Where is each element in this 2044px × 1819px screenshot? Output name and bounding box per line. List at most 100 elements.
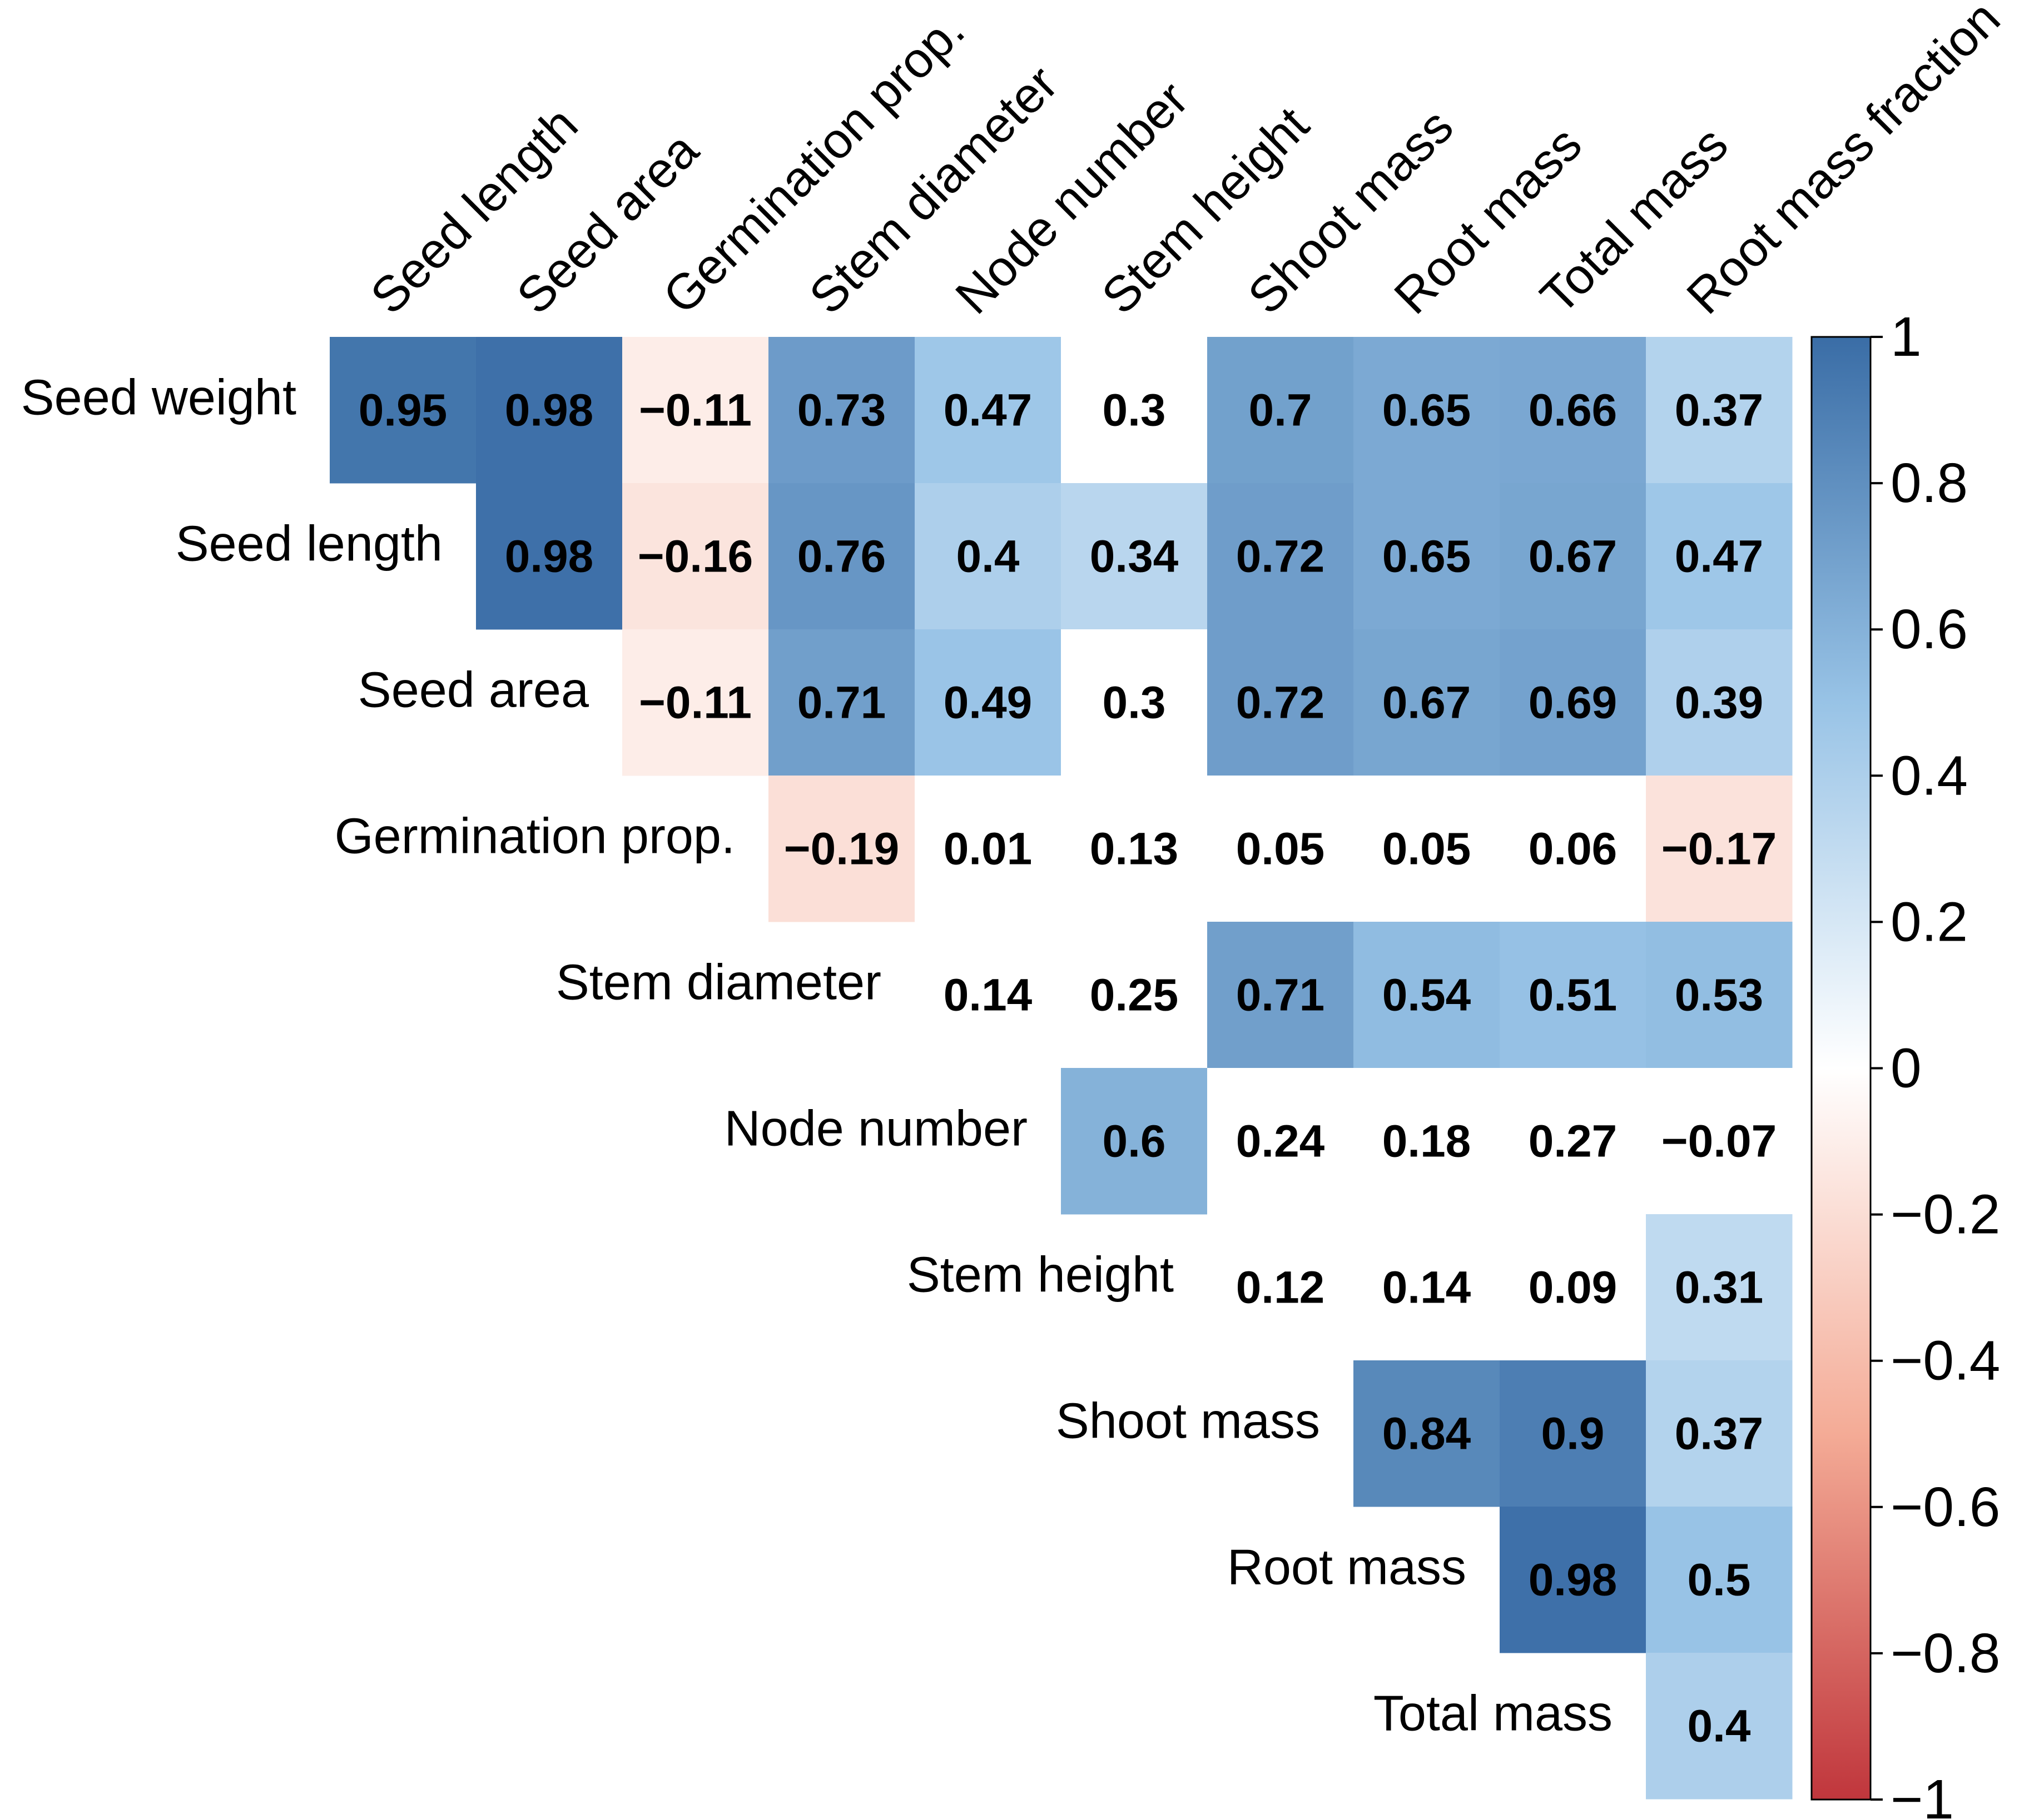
colorbar-tick-label: 0.8 bbox=[1891, 452, 1968, 514]
heatmap-cell: 0.14 bbox=[1353, 1214, 1500, 1361]
colorbar-tick-label: −1 bbox=[1891, 1768, 1954, 1819]
column-label: Stem diameter bbox=[799, 56, 1069, 325]
cell-value-label: 0.98 bbox=[505, 531, 594, 582]
cell-value-label: 0.69 bbox=[1529, 678, 1618, 728]
heatmap-cell-rect bbox=[768, 629, 915, 776]
heatmap-cell-rect bbox=[1353, 1214, 1500, 1361]
heatmap-cell-rect bbox=[768, 776, 915, 922]
colorbar-tick-label: 1 bbox=[1891, 306, 1922, 368]
heatmap-cell-rect bbox=[1646, 1653, 1793, 1800]
cell-value-label: 0.27 bbox=[1529, 1116, 1618, 1167]
heatmap-cell: 0.12 bbox=[1207, 1214, 1354, 1361]
cell-value-label: 0.54 bbox=[1382, 970, 1471, 1021]
heatmap-cell-rect bbox=[1207, 1214, 1354, 1361]
colorbar-tick-label: 0.2 bbox=[1891, 891, 1968, 953]
heatmap-cell: 0.73 bbox=[768, 337, 915, 484]
heatmap-cell: 0.25 bbox=[1061, 922, 1208, 1068]
heatmap-cell: 0.3 bbox=[1061, 337, 1208, 484]
cell-value-label: 0.37 bbox=[1675, 385, 1764, 436]
cell-value-label: 0.31 bbox=[1675, 1263, 1764, 1313]
heatmap-cell: 0.67 bbox=[1500, 483, 1646, 630]
heatmap-cell: 0.6 bbox=[1061, 1068, 1208, 1215]
heatmap-cell: 0.01 bbox=[915, 776, 1061, 922]
heatmap-cell-rect bbox=[768, 337, 915, 484]
heatmap-cell-rect bbox=[1646, 1068, 1793, 1215]
heatmap-cell-rect bbox=[1353, 1068, 1500, 1215]
heatmap-cell: 0.39 bbox=[1646, 629, 1793, 776]
heatmap-cell-rect bbox=[1500, 1068, 1646, 1215]
heatmap-cell-rect bbox=[1500, 337, 1646, 484]
colorbar-tick-label: 0 bbox=[1891, 1037, 1922, 1100]
cell-value-label: 0.67 bbox=[1529, 531, 1618, 582]
heatmap-cell: 0.05 bbox=[1353, 776, 1500, 922]
cell-value-label: 0.98 bbox=[1529, 1555, 1618, 1606]
heatmap-cell-rect bbox=[1207, 483, 1354, 630]
heatmap-cell: 0.31 bbox=[1646, 1214, 1793, 1361]
cell-value-label: 0.06 bbox=[1529, 824, 1618, 874]
heatmap-cell-rect bbox=[1207, 337, 1354, 484]
heatmap-cell: 0.09 bbox=[1500, 1214, 1646, 1361]
heatmap-cell: −0.07 bbox=[1646, 1068, 1793, 1215]
cell-value-label: 0.39 bbox=[1675, 678, 1764, 728]
cell-value-label: 0.72 bbox=[1236, 678, 1325, 728]
heatmap-cell: 0.4 bbox=[1646, 1653, 1793, 1800]
heatmap-cell-rect bbox=[1646, 1360, 1793, 1507]
cell-value-label: 0.72 bbox=[1236, 531, 1325, 582]
heatmap-cell: 0.98 bbox=[476, 337, 623, 484]
cell-value-label: −0.17 bbox=[1661, 824, 1777, 874]
cell-value-label: 0.53 bbox=[1675, 970, 1764, 1021]
heatmap-cell-rect bbox=[915, 922, 1061, 1068]
heatmap-cell-rect bbox=[1353, 337, 1500, 484]
cell-value-label: 0.05 bbox=[1382, 824, 1471, 874]
heatmap-cell: 0.47 bbox=[1646, 483, 1793, 630]
heatmap-cell: 0.13 bbox=[1061, 776, 1208, 922]
cell-value-label: 0.73 bbox=[797, 385, 886, 436]
heatmap-cell: −0.11 bbox=[622, 337, 769, 484]
heatmap-cell: 0.37 bbox=[1646, 1360, 1793, 1507]
heatmap-cell-rect bbox=[1500, 629, 1646, 776]
colorbar-tick-label: 0.6 bbox=[1891, 598, 1968, 660]
heatmap-cell-rect bbox=[622, 337, 769, 484]
row-label: Shoot mass bbox=[1056, 1394, 1320, 1449]
colorbar-tick-label: −0.8 bbox=[1891, 1622, 2000, 1684]
heatmap-cell-rect bbox=[1500, 1360, 1646, 1507]
heatmap-cell-rect bbox=[1061, 629, 1208, 776]
cell-value-label: 0.6 bbox=[1103, 1116, 1166, 1167]
heatmap-cell: 0.4 bbox=[915, 483, 1061, 630]
cell-value-label: 0.65 bbox=[1382, 531, 1471, 582]
heatmap-cell-rect bbox=[1353, 483, 1500, 630]
cell-value-label: 0.47 bbox=[944, 385, 1033, 436]
heatmap-cell: 0.05 bbox=[1207, 776, 1354, 922]
heatmap-cell-rect bbox=[476, 337, 623, 484]
heatmap-cell-rect bbox=[476, 483, 623, 630]
heatmap-cell: 0.66 bbox=[1500, 337, 1646, 484]
heatmap-cell-rect bbox=[1646, 337, 1793, 484]
heatmap-cell-rect bbox=[1353, 1360, 1500, 1507]
cell-value-label: −0.19 bbox=[784, 824, 899, 874]
heatmap-cell-rect bbox=[768, 483, 915, 630]
cell-value-label: 0.24 bbox=[1236, 1116, 1325, 1167]
cell-value-label: 0.65 bbox=[1382, 385, 1471, 436]
row-labels: Seed weight Seed length Seed area Germinati… bbox=[21, 370, 1613, 1742]
heatmap-cell-rect bbox=[1061, 776, 1208, 922]
heatmap-cell: 0.51 bbox=[1500, 922, 1646, 1068]
heatmap-cell-rect bbox=[1061, 922, 1208, 1068]
cell-value-label: 0.76 bbox=[797, 531, 886, 582]
colorbar-gradient bbox=[1810, 336, 1872, 1801]
row-label: Seed length bbox=[176, 516, 443, 572]
cell-value-label: 0.84 bbox=[1382, 1409, 1471, 1459]
heatmap-cell-rect bbox=[1353, 629, 1500, 776]
heatmap-cell-rect bbox=[1500, 922, 1646, 1068]
colorbar-tick-label: −0.6 bbox=[1891, 1476, 2000, 1538]
heatmap-cell: 0.49 bbox=[915, 629, 1061, 776]
heatmap-cell-rect bbox=[622, 483, 769, 630]
heatmap-cell: 0.3 bbox=[1061, 629, 1208, 776]
heatmap-cell: 0.71 bbox=[1207, 922, 1354, 1068]
heatmap-cell-rect bbox=[1500, 1507, 1646, 1653]
heatmap-cell-rect bbox=[1061, 483, 1208, 630]
heatmap-cell: 0.76 bbox=[768, 483, 915, 630]
cell-value-label: 0.9 bbox=[1541, 1409, 1605, 1459]
heatmap-cell-rect bbox=[1646, 483, 1793, 630]
